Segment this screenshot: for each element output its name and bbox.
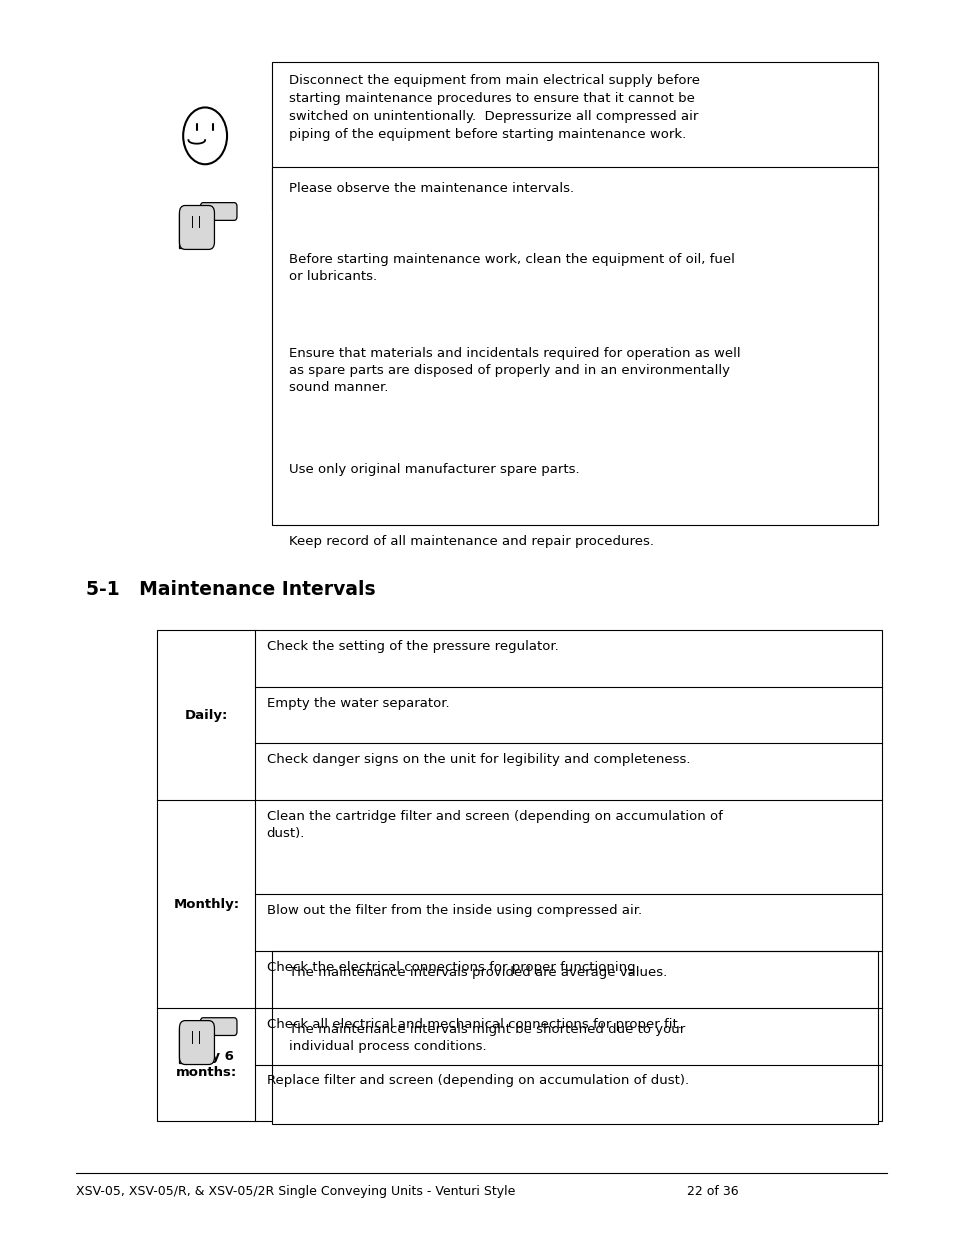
Text: Empty the water separator.: Empty the water separator.	[267, 697, 449, 710]
FancyBboxPatch shape	[179, 205, 214, 249]
FancyBboxPatch shape	[179, 212, 187, 248]
Text: Ensure that materials and incidentals required for operation as well
as spare pa: Ensure that materials and incidentals re…	[289, 347, 740, 394]
FancyBboxPatch shape	[200, 1018, 236, 1035]
Text: Check danger signs on the unit for legibility and completeness.: Check danger signs on the unit for legib…	[267, 753, 690, 767]
Text: Check all electrical and mechanical connections for proper fit.: Check all electrical and mechanical conn…	[267, 1018, 680, 1031]
Bar	[272, 62, 877, 210]
Text: Before starting maintenance work, clean the equipment of oil, fuel
or lubricants: Before starting maintenance work, clean …	[289, 253, 734, 283]
Text: Check the setting of the pressure regulator.: Check the setting of the pressure regula…	[267, 640, 558, 653]
Text: XSV-05, XSV-05/R, & XSV-05/2R Single Conveying Units - Venturi Style: XSV-05, XSV-05/R, & XSV-05/2R Single Con…	[76, 1184, 516, 1198]
Text: 5-1   Maintenance Intervals: 5-1 Maintenance Intervals	[86, 580, 375, 599]
Text: Keep record of all maintenance and repair procedures.: Keep record of all maintenance and repai…	[289, 535, 654, 548]
Text: Please observe the maintenance intervals.: Please observe the maintenance intervals…	[289, 182, 574, 195]
Text: Blow out the filter from the inside using compressed air.: Blow out the filter from the inside usin…	[267, 904, 641, 918]
FancyBboxPatch shape	[179, 1020, 214, 1065]
Bar	[272, 951, 877, 1124]
FancyBboxPatch shape	[179, 1028, 187, 1063]
Text: 22 of 36: 22 of 36	[686, 1184, 738, 1198]
Text: Check the electrical connections for proper functioning.: Check the electrical connections for pro…	[267, 961, 639, 974]
Bar	[157, 630, 882, 1121]
Text: Replace filter and screen (depending on accumulation of dust).: Replace filter and screen (depending on …	[267, 1074, 688, 1088]
Text: Disconnect the equipment from main electrical supply before
starting maintenance: Disconnect the equipment from main elect…	[289, 74, 700, 141]
Text: Clean the cartridge filter and screen (depending on accumulation of
dust).: Clean the cartridge filter and screen (d…	[267, 810, 721, 840]
Text: Monthly:: Monthly:	[173, 898, 239, 910]
Bar	[272, 167, 877, 525]
Text: Use only original manufacturer spare parts.: Use only original manufacturer spare par…	[289, 463, 579, 477]
Text: The maintenance intervals provided are average values.: The maintenance intervals provided are a…	[289, 966, 666, 979]
Text: Daily:: Daily:	[185, 709, 228, 721]
FancyBboxPatch shape	[200, 203, 236, 220]
Text: Every 6
months:: Every 6 months:	[175, 1050, 236, 1079]
Text: The maintenance intervals might be shortened due to your
individual process cond: The maintenance intervals might be short…	[289, 1023, 684, 1052]
